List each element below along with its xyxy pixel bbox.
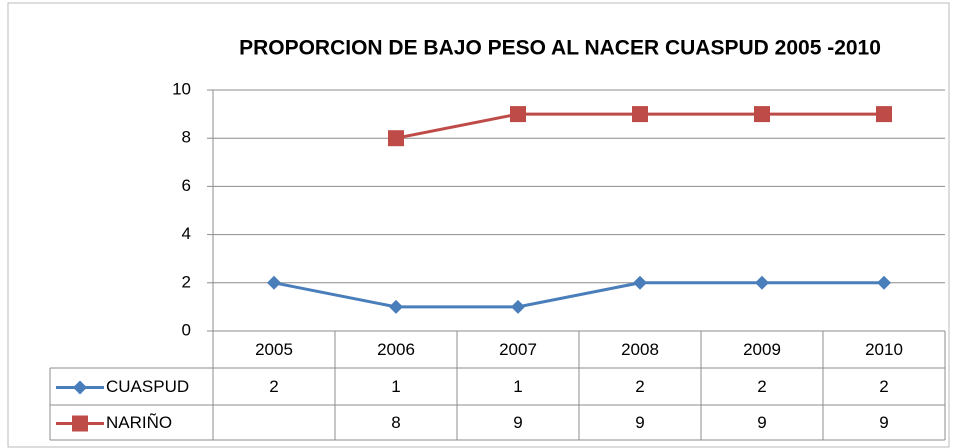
data-point	[877, 275, 891, 290]
data-point	[754, 106, 770, 123]
x-tick-label: 2009	[743, 340, 781, 359]
legend-label: NARIÑO	[106, 413, 172, 432]
table-value: 9	[757, 413, 766, 432]
table-value: 2	[879, 377, 888, 396]
table-value: 2	[757, 377, 766, 396]
table-value: 8	[391, 413, 400, 432]
data-point	[511, 299, 525, 314]
data-point	[267, 275, 281, 290]
chart-title: PROPORCION DE BAJO PESO AL NACER CUASPUD…	[239, 37, 881, 60]
y-tick-label: 8	[182, 128, 191, 147]
table-value: 1	[391, 377, 400, 396]
y-tick-label: 6	[182, 176, 191, 195]
x-tick-label: 2008	[621, 340, 659, 359]
x-tick-label: 2010	[865, 340, 903, 359]
table-value: 9	[635, 413, 644, 432]
table-value: 9	[879, 413, 888, 432]
legend-marker	[73, 380, 87, 395]
data-point	[876, 106, 892, 123]
data-point	[755, 275, 769, 290]
data-point	[510, 106, 526, 123]
y-tick-label: 0	[182, 320, 191, 339]
data-point	[389, 299, 403, 314]
y-tick-label: 10	[172, 79, 191, 98]
y-tick-label: 2	[182, 272, 191, 291]
legend-marker	[72, 415, 88, 432]
table-value: 2	[269, 377, 278, 396]
x-tick-label: 2006	[377, 340, 415, 359]
series-line	[273, 281, 884, 309]
legend-label: CUASPUD	[106, 377, 189, 396]
data-point	[633, 275, 647, 290]
data-point	[632, 106, 648, 123]
y-tick-label: 4	[182, 224, 191, 243]
x-tick-label: 2007	[499, 340, 537, 359]
chart-border	[7, 2, 950, 448]
table-value: 2	[635, 377, 644, 396]
table-value: 1	[513, 377, 522, 396]
x-tick-label: 2005	[255, 340, 293, 359]
table-value: 9	[513, 413, 522, 432]
data-point	[388, 130, 404, 147]
